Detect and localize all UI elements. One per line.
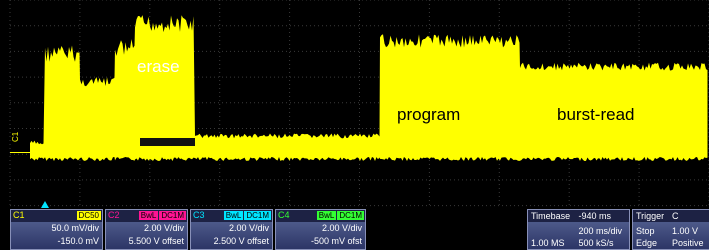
scope-screen: erase program burst-read C1 C1 DC50 50.0 m… [0, 0, 709, 250]
channel-offset: -150.0 mV [11, 235, 102, 248]
channel-header: C1 DC50 [11, 210, 102, 222]
channel-box: C1 DC50 50.0 mV/div-150.0 mV [10, 209, 103, 250]
trigger-type: Edge [636, 237, 672, 249]
trace-envelope [30, 15, 708, 161]
trigger-source: C [672, 210, 708, 222]
channel-scale: 2.00 V/div [191, 222, 272, 235]
timebase-rate: 500 kS/s [579, 237, 627, 249]
waveform-display: erase program burst-read C1 [0, 0, 709, 208]
annotation: erase [137, 57, 180, 76]
channel-marker: C1 [11, 131, 20, 142]
timebase-header: Timebase-940 ms [528, 210, 629, 222]
channel-name: C4 [278, 210, 290, 220]
channel-name: C2 [108, 210, 120, 220]
channel-name: C1 [13, 210, 25, 220]
trace-band [140, 138, 195, 146]
channel-offset: 5.500 V offset [106, 235, 187, 248]
trace [10, 15, 708, 161]
annotation: program [397, 105, 460, 124]
timebase-label: Timebase [531, 210, 579, 222]
channel-tag: DC1M [244, 211, 271, 220]
channel-offset: 2.500 V offset [191, 235, 272, 248]
timebase-points: 1.00 MS [531, 237, 579, 249]
trace-band [10, 152, 30, 153]
timebase-delay: -940 ms [579, 210, 627, 222]
channel-tags: DC50 [77, 211, 101, 220]
channel-tag: BwL [317, 211, 337, 220]
trigger-mode: Stop [636, 225, 672, 237]
channel-name: C3 [193, 210, 205, 220]
trigger-level: 1.00 V [672, 225, 708, 237]
channel-tag: DC50 [77, 211, 101, 220]
timebase-div: 200 ms/div [579, 225, 627, 237]
channel-scale: 2.00 V/div [106, 222, 187, 235]
trigger-slope: Positive [672, 237, 708, 249]
trigger-marker [41, 201, 49, 208]
channel-tag: DC1M [159, 211, 186, 220]
trigger-label: Trigger [636, 210, 672, 222]
channel-scale: 50.0 mV/div [11, 222, 102, 235]
spacer [531, 225, 579, 237]
channel-offset: -500 mV ofst [276, 235, 365, 248]
channel-tag: DC1M [337, 211, 364, 220]
channel-tag: BwL [224, 211, 244, 220]
channel-tag: BwL [139, 211, 159, 220]
annotation: burst-read [557, 105, 634, 124]
channel-scale: 2.00 V/div [276, 222, 365, 235]
